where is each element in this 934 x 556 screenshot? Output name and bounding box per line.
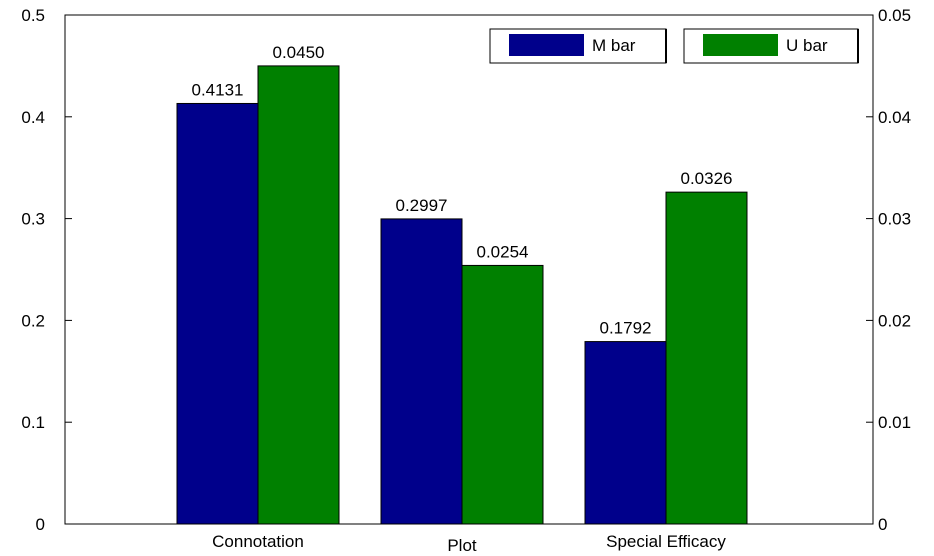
x-tick-label-plot: Plot xyxy=(447,536,477,555)
legend-label-u-bar: U bar xyxy=(786,36,828,55)
bar-m-bar-plot xyxy=(380,218,463,525)
legend-item-m-bar: M bar xyxy=(489,28,667,64)
data-label-m-bar-plot: 0.2997 xyxy=(396,196,448,215)
left-tick-label: 0.5 xyxy=(21,6,45,25)
right-tick-label: 0.05 xyxy=(878,6,911,25)
left-y-axis: 0 0.1 0.2 0.3 0.4 0.5 xyxy=(21,6,72,534)
legend-label-m-bar: M bar xyxy=(592,36,636,55)
bar-m-bar-special-efficacy xyxy=(584,341,667,525)
data-label-m-bar-connotation: 0.4131 xyxy=(192,80,244,99)
right-tick-label: 0.01 xyxy=(878,413,911,432)
x-tick-label-connotation: Connotation xyxy=(212,532,304,551)
data-label-u-bar-special-efficacy: 0.0326 xyxy=(681,169,733,188)
bar-u-bar-plot xyxy=(461,264,544,525)
bars-layer xyxy=(176,65,748,525)
right-tick-label: 0.04 xyxy=(878,108,911,127)
bar-u-bar-special-efficacy xyxy=(665,191,748,525)
right-tick-label: 0.03 xyxy=(878,210,911,229)
left-tick-label: 0.3 xyxy=(21,210,45,229)
x-tick-label-special-efficacy: Special Efficacy xyxy=(606,532,726,551)
data-label-u-bar-connotation: 0.0450 xyxy=(273,43,325,62)
right-tick-label: 0.02 xyxy=(878,311,911,330)
bar-m-bar-connotation xyxy=(176,102,259,525)
right-tick-label: 0 xyxy=(878,515,887,534)
legend-swatch-m-bar xyxy=(509,34,584,56)
bar-labels-layer: 0.4131 0.0450 0.2997 0.0254 0.1792 0.0326 xyxy=(192,43,733,338)
legend: M bar U bar xyxy=(489,28,859,64)
legend-swatch-u-bar xyxy=(703,34,778,56)
right-y-axis: 0 0.01 0.02 0.03 0.04 0.05 xyxy=(866,6,911,534)
left-tick-label: 0 xyxy=(36,515,45,534)
left-tick-label: 0.2 xyxy=(21,311,45,330)
data-label-u-bar-plot: 0.0254 xyxy=(477,242,529,261)
left-tick-label: 0.4 xyxy=(21,108,45,127)
data-label-m-bar-special-efficacy: 0.1792 xyxy=(600,319,652,338)
x-axis: Connotation Plot Special Efficacy xyxy=(212,532,726,555)
left-tick-label: 0.1 xyxy=(21,413,45,432)
legend-item-u-bar: U bar xyxy=(683,28,859,64)
bar-u-bar-connotation xyxy=(257,65,340,525)
